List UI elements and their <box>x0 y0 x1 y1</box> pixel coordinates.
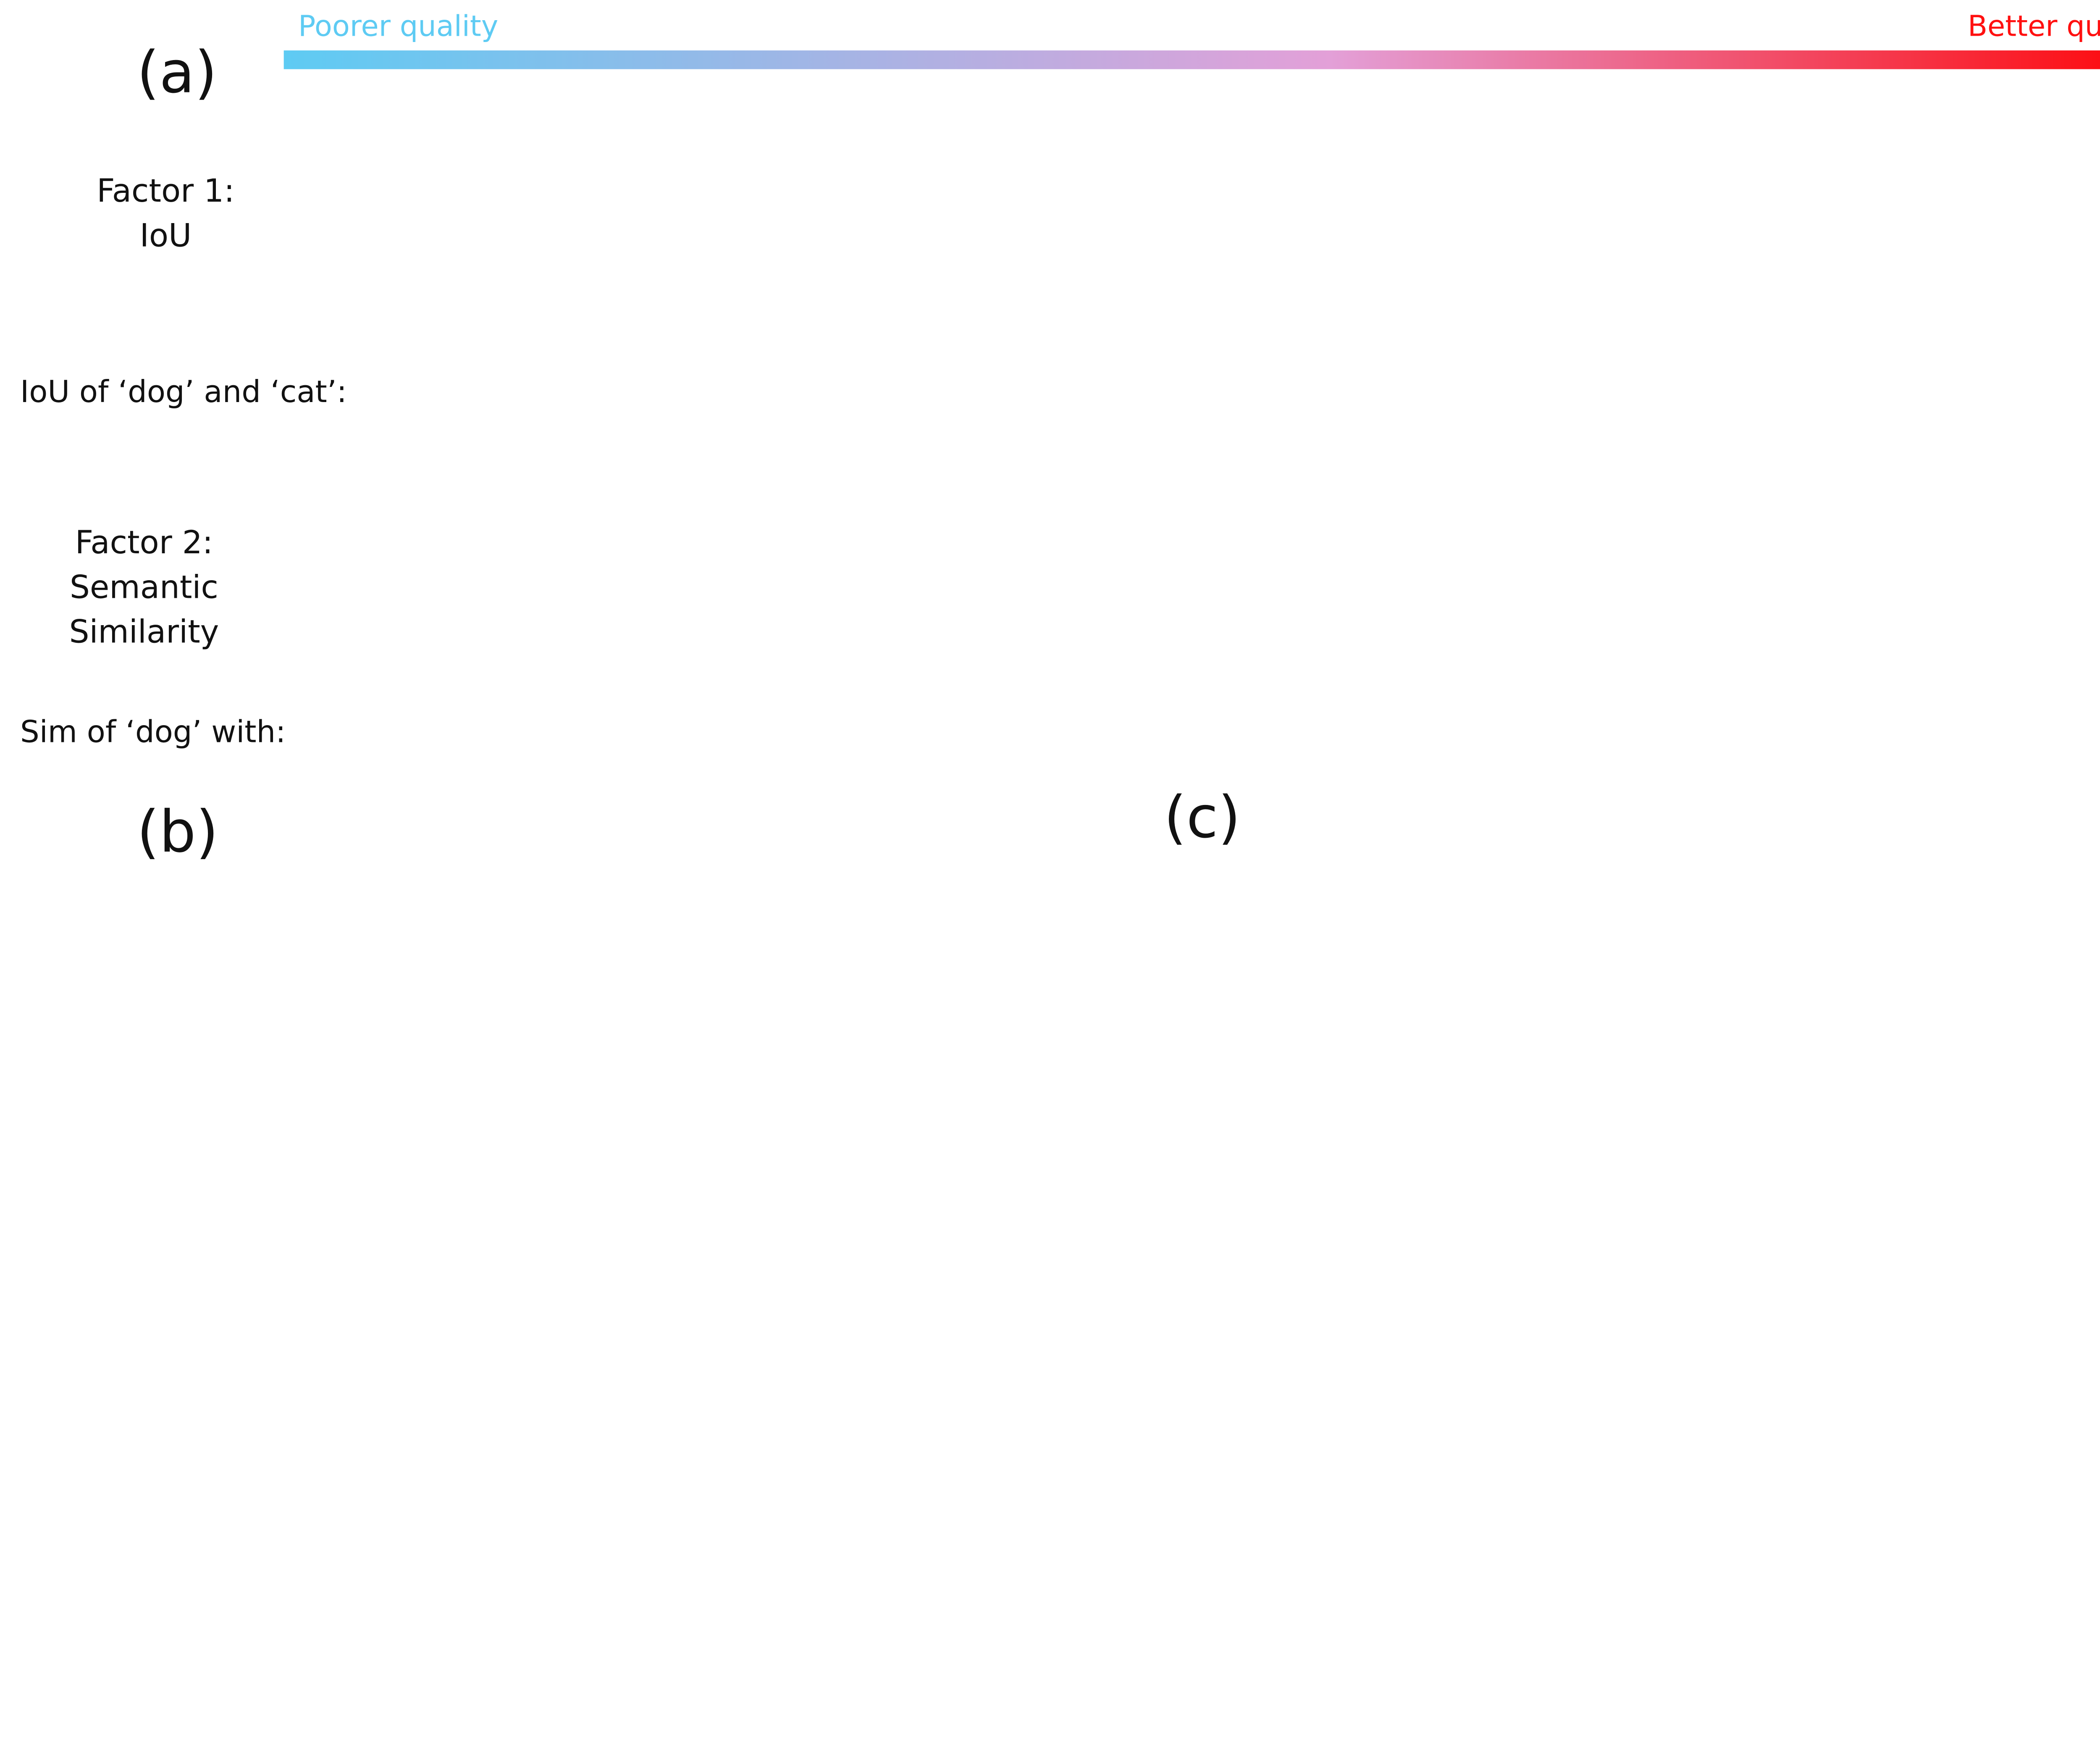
factor1-title-line2: IoU <box>139 219 192 255</box>
factor2-image-strip <box>288 429 2100 703</box>
factor1-title-line1: Factor 1: <box>97 174 235 210</box>
factor2-title: Factor 2: Semantic Similarity <box>36 522 252 656</box>
factor1-image-strip <box>288 89 2100 363</box>
panel-c-label: (c) <box>1164 785 1241 852</box>
frequency-bar-chart <box>1152 792 2100 1754</box>
factor2-caption-prefix: Sim of ‘dog’ with: <box>20 715 286 749</box>
poorer-quality-label: Poorer quality <box>298 8 499 43</box>
factor2-title-line2: Semantic <box>69 571 218 607</box>
factor1-caption-prefix: IoU of ‘dog’ and ‘cat’: <box>20 374 347 410</box>
factor2-title-line1: Factor 2: <box>75 526 213 562</box>
panel-b-label: (b) <box>136 799 218 866</box>
better-quality-label: Better quality <box>1967 8 2100 43</box>
factor2-title-line3: Similarity <box>69 615 219 652</box>
factor1-title: Factor 1: IoU <box>58 170 273 260</box>
factor2-values <box>288 715 2100 758</box>
mIoU-line-chart <box>115 792 1095 1754</box>
factor1-values <box>288 375 2100 418</box>
quality-gradient-arrow <box>284 50 2100 69</box>
panel-a-label: (a) <box>136 40 217 107</box>
